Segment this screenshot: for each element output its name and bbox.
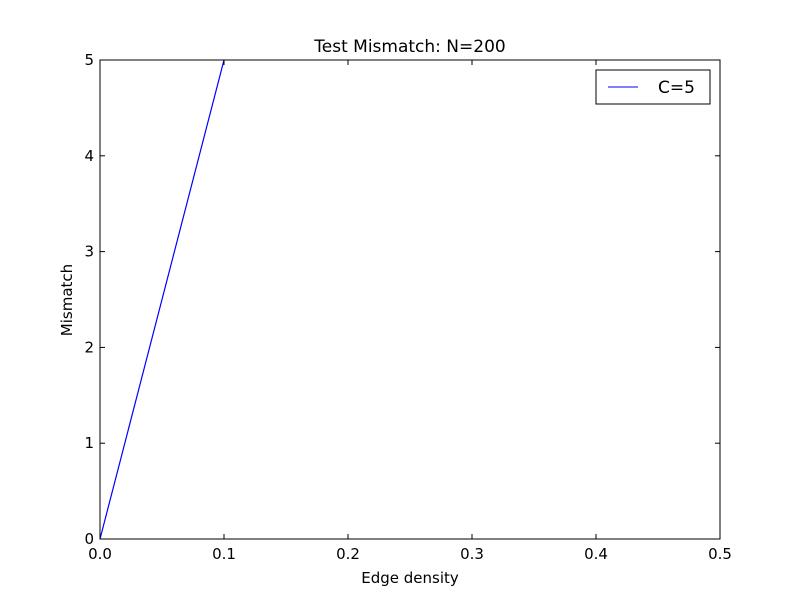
x-axis-label: Edge density — [361, 569, 459, 587]
x-tick-label: 0.3 — [460, 545, 484, 563]
x-tick-label: 0.5 — [708, 545, 732, 563]
y-tick-label: 3 — [84, 243, 94, 261]
x-tick-label: 0.2 — [336, 545, 360, 563]
x-tick-label: 0.4 — [584, 545, 608, 563]
chart-title: Test Mismatch: N=200 — [313, 37, 505, 57]
y-tick-label: 5 — [84, 51, 94, 69]
legend-label: C=5 — [658, 78, 695, 98]
plot-frame — [99, 59, 721, 540]
y-tick-label: 1 — [84, 434, 94, 452]
tick-layer: 0.0 0.1 0.2 0.3 0.4 0.5 0 1 2 3 4 5 — [84, 51, 731, 563]
y-axis-label: Mismatch — [58, 264, 76, 336]
y-tick-label: 2 — [84, 338, 94, 356]
series-layer — [100, 60, 225, 539]
legend: C=5 — [595, 69, 711, 105]
y-tick-label: 4 — [84, 147, 94, 165]
x-tick-label: 0.1 — [212, 545, 236, 563]
x-tick-label: 0.0 — [88, 545, 112, 563]
series-line — [100, 60, 225, 539]
y-tick-label: 0 — [84, 530, 94, 548]
